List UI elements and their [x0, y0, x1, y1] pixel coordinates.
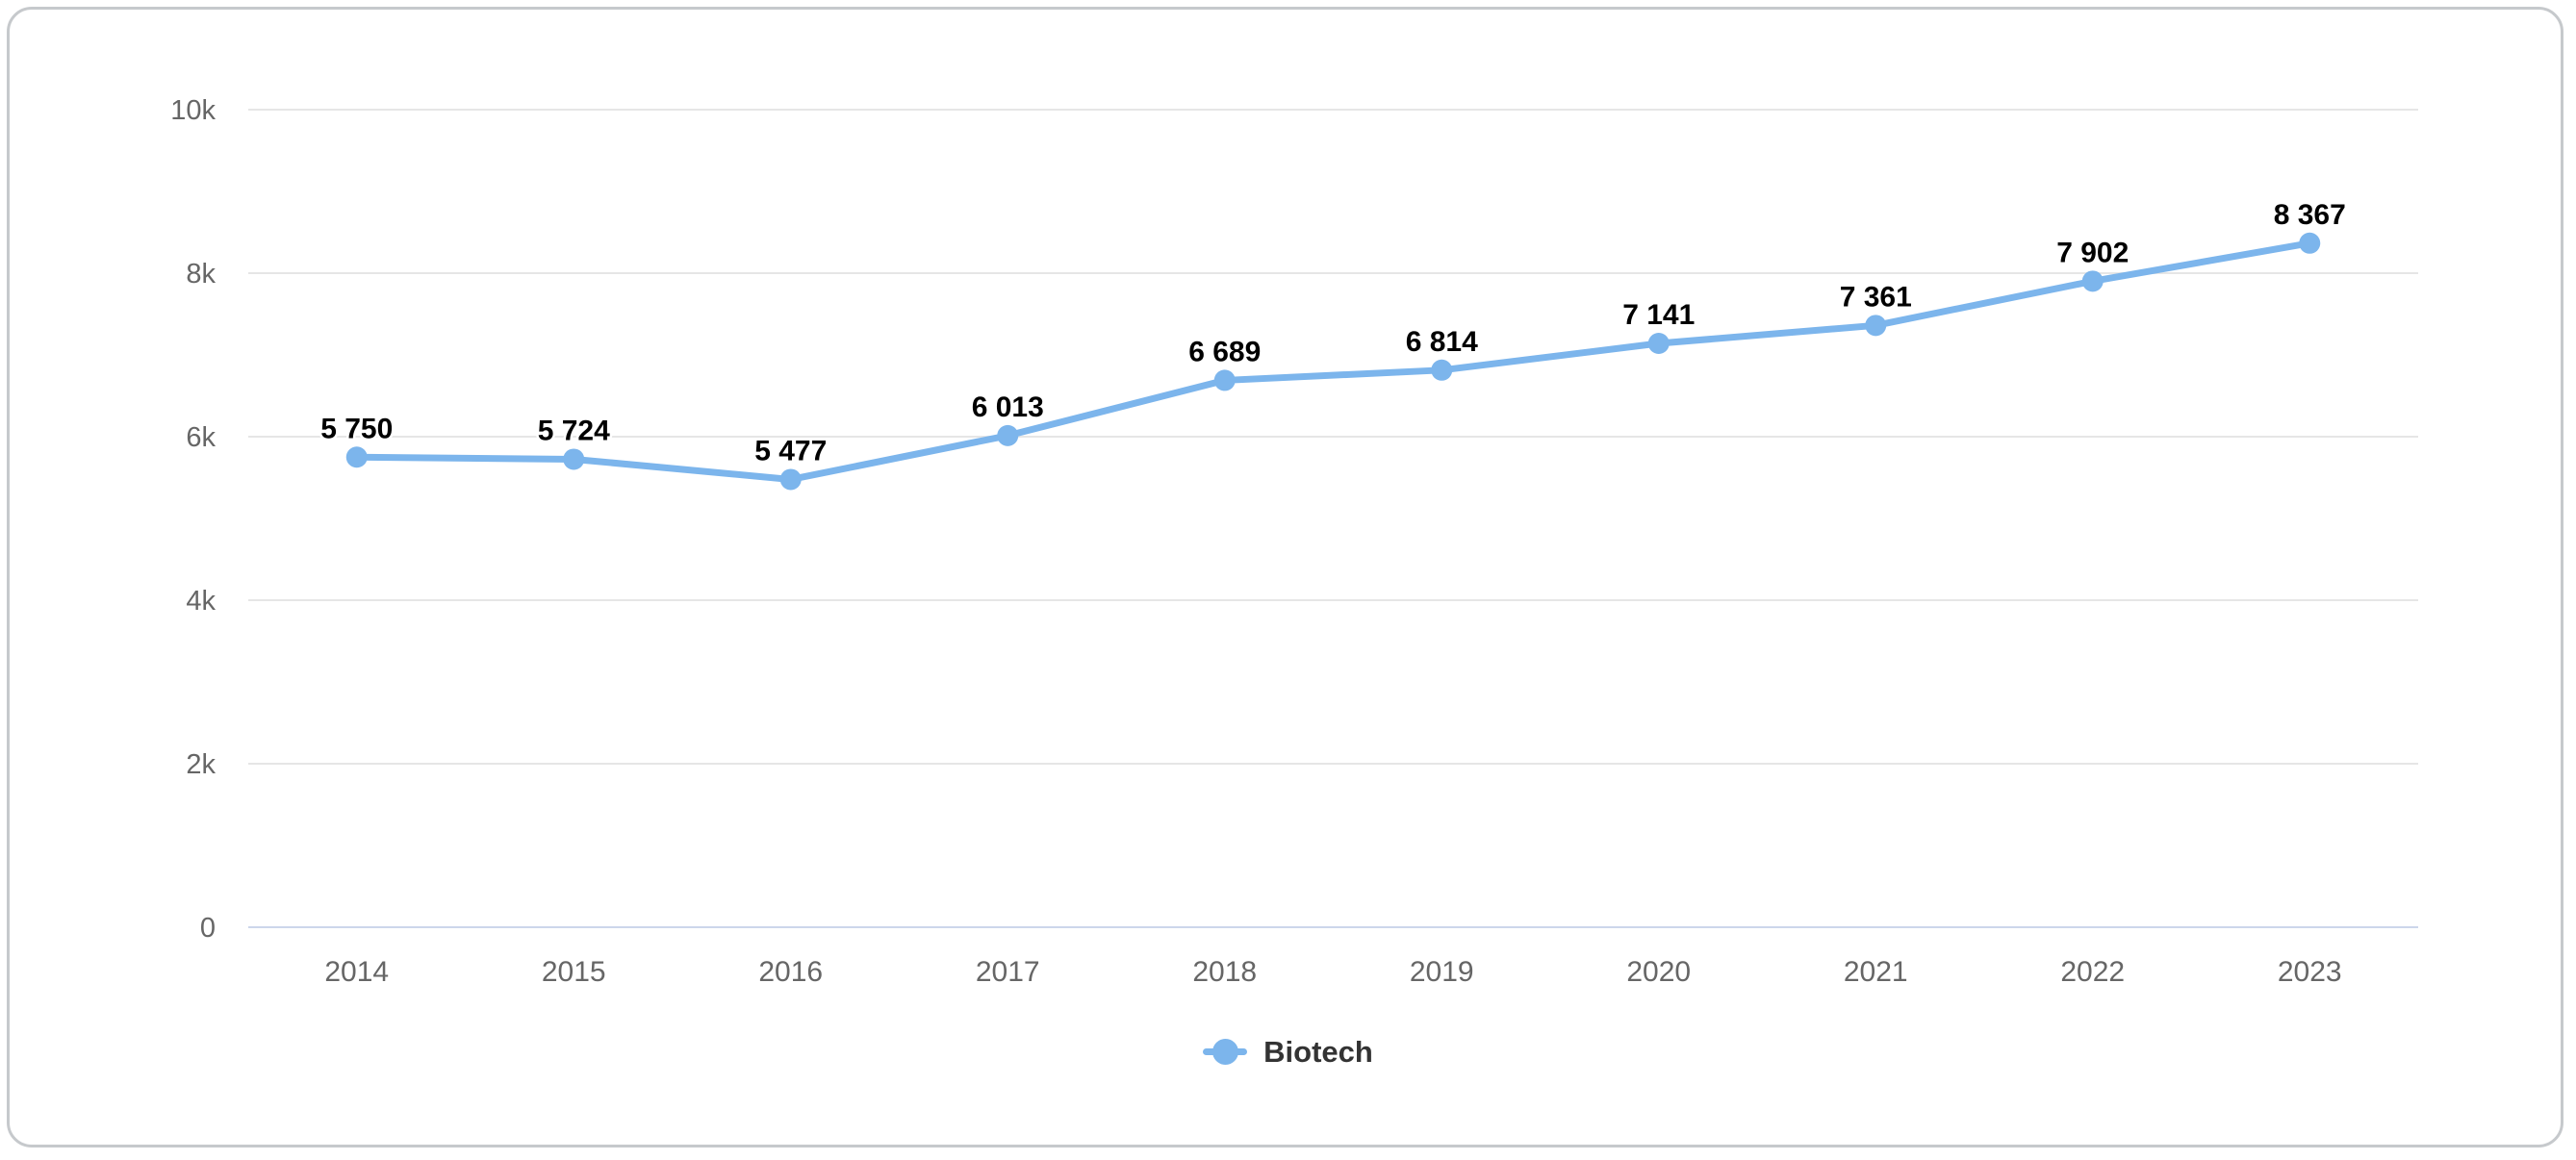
x-axis-label: 2019 [1410, 956, 1474, 988]
series-line [353, 240, 2313, 483]
x-axis-label: 2015 [542, 956, 606, 988]
x-axis-label: 2017 [976, 956, 1040, 988]
legend-item-biotech[interactable]: Biotech [0, 1029, 2576, 1073]
y-axis-label: 6k [186, 422, 216, 453]
chart-card [7, 7, 2563, 1147]
data-point-marker[interactable] [1647, 333, 1670, 355]
legend-label: Biotech [1263, 1034, 1373, 1069]
data-point-marker[interactable] [2081, 270, 2104, 292]
y-axis-label: 8k [186, 259, 216, 290]
data-label: 7 141 [1622, 299, 1695, 331]
legend-dot-icon [1212, 1038, 1239, 1065]
data-label: 7 902 [2056, 237, 2129, 268]
data-point-marker[interactable] [1865, 315, 1887, 337]
data-point-marker[interactable] [779, 468, 802, 491]
data-label: 6 689 [1188, 336, 1261, 367]
x-axis-label: 2016 [758, 956, 823, 988]
y-axis-label: 10k [170, 95, 216, 126]
y-axis-label: 4k [186, 586, 216, 617]
x-axis-label: 2014 [324, 956, 389, 988]
data-point-marker[interactable] [1431, 359, 1453, 381]
data-label: 6 814 [1406, 326, 1478, 358]
y-axis-label: 0 [200, 913, 216, 944]
data-point-marker[interactable] [563, 448, 585, 470]
x-axis-label: 2022 [2060, 956, 2125, 988]
data-point-marker[interactable] [2299, 232, 2321, 254]
data-label: 7 361 [1840, 281, 1912, 313]
y-axis-label: 2k [186, 749, 216, 780]
data-label: 8 367 [2274, 199, 2346, 231]
x-axis-label: 2018 [1192, 956, 1257, 988]
data-point-marker[interactable] [1213, 369, 1236, 391]
x-axis-label: 2021 [1844, 956, 1908, 988]
data-label: 5 477 [754, 435, 827, 467]
x-axis-label: 2020 [1626, 956, 1691, 988]
x-axis-label: 2023 [2278, 956, 2342, 988]
data-label: 5 750 [320, 413, 393, 444]
legend-line-dot-icon [1203, 1038, 1248, 1065]
data-point-marker[interactable] [997, 424, 1019, 446]
data-point-marker[interactable] [345, 446, 368, 468]
data-label: 5 724 [538, 415, 610, 446]
data-label: 6 013 [972, 391, 1044, 423]
